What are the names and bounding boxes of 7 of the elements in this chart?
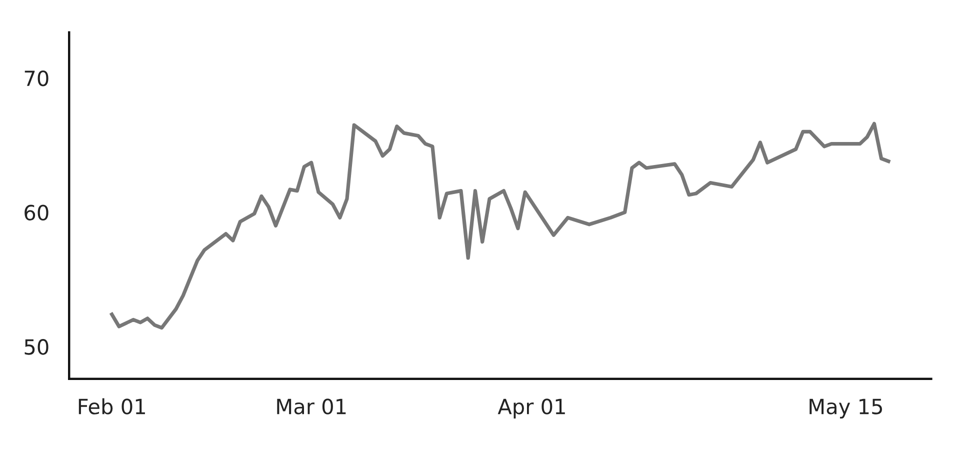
y-tick-label: 70 [24,70,48,86]
y-tick-label: 60 [24,204,48,221]
y-tick-label: 50 [24,339,48,355]
x-tick-label: Mar 01 [277,398,346,414]
x-tick-label: Apr 01 [498,398,565,418]
x-tick-label: May 15 [810,398,882,418]
x-tick-label: Feb 01 [78,398,145,414]
